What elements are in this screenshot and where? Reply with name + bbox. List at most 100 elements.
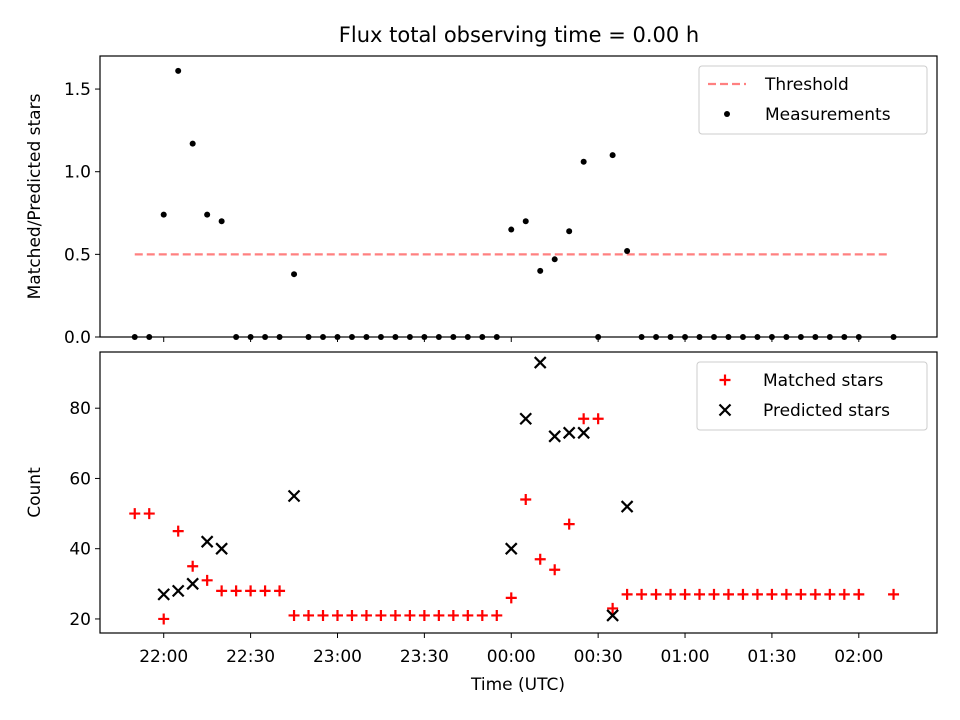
data-point <box>504 542 518 555</box>
data-point <box>331 609 343 621</box>
data-point <box>218 218 225 225</box>
legend: Matched stars Predicted stars <box>696 361 928 431</box>
data-point <box>795 588 807 600</box>
data-point <box>204 211 211 218</box>
legend-label: Threshold <box>764 75 849 95</box>
data-point <box>607 602 619 614</box>
data-point <box>160 211 167 218</box>
data-point <box>404 609 416 621</box>
data-point <box>722 588 734 600</box>
x-tick-label: 22:30 <box>226 647 275 667</box>
ratio-panel: 0.0 0.5 1.0 1.5 Matched/Predicted stars Thres… <box>25 55 938 348</box>
data-point <box>620 500 634 513</box>
data-point <box>751 588 763 600</box>
data-point <box>171 584 185 598</box>
data-point <box>291 271 298 278</box>
y-tick-label: 1.5 <box>64 80 91 100</box>
data-point <box>360 609 372 621</box>
x-tick-label: 00:30 <box>574 647 623 667</box>
data-point <box>505 592 517 604</box>
data-point <box>563 518 575 530</box>
axes-frame <box>99 351 938 634</box>
data-point <box>624 248 631 255</box>
data-point <box>303 609 315 621</box>
legend-label: Predicted stars <box>763 401 890 421</box>
x-tick-label: 23:30 <box>400 647 449 667</box>
data-point <box>175 67 182 74</box>
data-point <box>200 535 214 548</box>
data-point <box>433 609 445 621</box>
data-point <box>288 609 300 621</box>
y-tick-label: 0.0 <box>64 328 91 348</box>
data-point <box>317 609 329 621</box>
y-tick-label: 1.0 <box>64 163 91 183</box>
data-point <box>578 413 590 425</box>
data-point <box>447 609 459 621</box>
data-point <box>537 267 544 274</box>
data-point <box>522 218 529 225</box>
data-point <box>508 226 515 233</box>
y-tick-label: 60 <box>69 469 91 489</box>
data-point <box>679 588 691 600</box>
data-point <box>519 412 533 426</box>
data-point <box>549 564 561 576</box>
data-point <box>708 588 720 600</box>
legend-box <box>698 65 928 135</box>
data-point <box>577 426 590 440</box>
data-point <box>189 140 196 147</box>
legend-label: Matched stars <box>763 371 883 391</box>
data-point <box>186 577 199 591</box>
data-point <box>592 413 604 425</box>
data-point <box>491 609 503 621</box>
y-tick-label: 0.5 <box>64 245 91 265</box>
data-point <box>809 588 821 600</box>
axes-frame <box>99 55 938 338</box>
data-point <box>215 542 228 555</box>
x-tick-label: 01:00 <box>661 647 710 667</box>
data-point <box>824 588 836 600</box>
data-point <box>566 228 573 235</box>
data-point <box>838 588 850 600</box>
legend-box <box>696 361 928 431</box>
data-point <box>780 588 792 600</box>
x-axis-label: Time (UTC) <box>470 675 565 695</box>
data-point <box>187 560 199 572</box>
data-point <box>129 508 141 520</box>
data-point <box>888 588 900 600</box>
data-point <box>766 588 778 600</box>
y-axis-label: Count <box>25 467 45 518</box>
x-tick-label: 23:00 <box>313 647 362 667</box>
data-point <box>158 613 170 625</box>
x-tick-label: 01:30 <box>747 647 796 667</box>
data-point <box>694 588 706 600</box>
data-point <box>375 609 387 621</box>
x-tick-label: 00:00 <box>487 647 536 667</box>
data-point <box>462 609 474 621</box>
y-tick-label: 20 <box>69 610 91 630</box>
data-point <box>636 588 648 600</box>
data-point <box>853 588 865 600</box>
data-point <box>157 588 170 601</box>
data-point <box>562 426 576 440</box>
data-point <box>534 553 546 565</box>
counts-panel: 20 40 60 80 22:00 22:30 23:00 23:30 00:00 00:30 01… <box>25 351 938 667</box>
data-point <box>143 508 155 520</box>
data-point <box>520 494 532 506</box>
data-point <box>551 256 558 263</box>
data-point <box>201 574 213 586</box>
data-point <box>606 609 619 622</box>
data-point <box>476 609 488 621</box>
y-tick-label: 40 <box>69 540 91 560</box>
legend-marker <box>719 374 731 386</box>
chart-title: Flux total observing time = 0.00 h <box>339 23 699 47</box>
y-axis-label: Matched/Predicted stars <box>25 93 45 299</box>
data-point <box>216 585 228 597</box>
legend-marker <box>724 111 730 117</box>
data-point <box>259 585 271 597</box>
data-point <box>287 489 301 503</box>
legend-label: Measurements <box>765 105 891 125</box>
data-point <box>389 609 401 621</box>
legend-marker <box>718 403 732 417</box>
series-matched-stars <box>129 413 900 625</box>
